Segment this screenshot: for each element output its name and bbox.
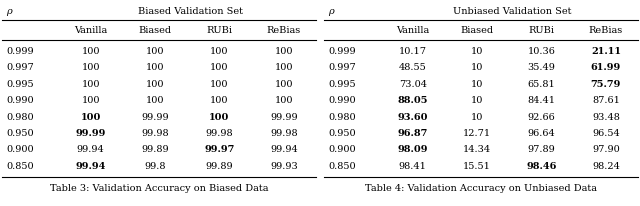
Text: 98.41: 98.41: [399, 162, 427, 171]
Text: 0.950: 0.950: [6, 129, 34, 138]
Text: 100: 100: [275, 63, 293, 72]
Text: Table 4: Validation Accuracy on Unbiased Data: Table 4: Validation Accuracy on Unbiased…: [365, 184, 597, 193]
Text: 100: 100: [146, 96, 164, 105]
Text: 93.48: 93.48: [592, 112, 620, 122]
Text: Biased Validation Set: Biased Validation Set: [138, 7, 243, 15]
Text: 61.99: 61.99: [591, 63, 621, 72]
Text: 0.999: 0.999: [328, 47, 356, 55]
Text: Table 3: Validation Accuracy on Biased Data: Table 3: Validation Accuracy on Biased D…: [50, 184, 268, 193]
Text: 10: 10: [471, 96, 483, 105]
Text: 100: 100: [275, 80, 293, 89]
Text: 0.997: 0.997: [6, 63, 34, 72]
Text: 0.850: 0.850: [328, 162, 356, 171]
Text: ρ: ρ: [328, 7, 333, 15]
Text: 0.995: 0.995: [328, 80, 356, 89]
Text: 21.11: 21.11: [591, 47, 621, 55]
Text: 100: 100: [81, 112, 101, 122]
Text: 0.995: 0.995: [6, 80, 34, 89]
Text: 15.51: 15.51: [463, 162, 491, 171]
Text: 0.999: 0.999: [6, 47, 34, 55]
Text: 12.71: 12.71: [463, 129, 491, 138]
Text: 0.900: 0.900: [6, 145, 34, 154]
Text: 99.8: 99.8: [145, 162, 166, 171]
Text: 0.850: 0.850: [6, 162, 34, 171]
Text: 100: 100: [146, 63, 164, 72]
Text: 100: 100: [81, 63, 100, 72]
Text: 87.61: 87.61: [592, 96, 620, 105]
Text: 0.980: 0.980: [328, 112, 356, 122]
Text: 99.99: 99.99: [76, 129, 106, 138]
Text: 100: 100: [146, 47, 164, 55]
Text: 0.900: 0.900: [328, 145, 356, 154]
Text: 100: 100: [209, 112, 230, 122]
Text: 99.94: 99.94: [76, 162, 106, 171]
Text: 100: 100: [210, 63, 228, 72]
Text: 99.97: 99.97: [204, 145, 235, 154]
Text: 10.17: 10.17: [399, 47, 427, 55]
Text: Vanilla: Vanilla: [396, 26, 429, 34]
Text: 100: 100: [81, 47, 100, 55]
Text: 48.55: 48.55: [399, 63, 427, 72]
Text: 10.36: 10.36: [527, 47, 556, 55]
Text: 98.09: 98.09: [397, 145, 428, 154]
Text: ρ: ρ: [6, 7, 12, 15]
Text: 99.99: 99.99: [141, 112, 169, 122]
Text: 99.98: 99.98: [141, 129, 169, 138]
Text: 84.41: 84.41: [527, 96, 556, 105]
Text: 0.980: 0.980: [6, 112, 34, 122]
Text: 97.90: 97.90: [592, 145, 620, 154]
Text: 10: 10: [471, 63, 483, 72]
Text: 100: 100: [81, 80, 100, 89]
Text: 96.87: 96.87: [397, 129, 428, 138]
Text: 99.98: 99.98: [205, 129, 233, 138]
Text: 100: 100: [81, 96, 100, 105]
Text: 100: 100: [210, 96, 228, 105]
Text: 75.79: 75.79: [591, 80, 621, 89]
Text: 92.66: 92.66: [527, 112, 556, 122]
Text: 98.24: 98.24: [592, 162, 620, 171]
Text: ReBias: ReBias: [267, 26, 301, 34]
Text: 0.950: 0.950: [328, 129, 356, 138]
Text: 65.81: 65.81: [527, 80, 556, 89]
Text: 93.60: 93.60: [397, 112, 428, 122]
Text: 0.997: 0.997: [328, 63, 356, 72]
Text: 99.98: 99.98: [270, 129, 298, 138]
Text: 99.93: 99.93: [270, 162, 298, 171]
Text: 100: 100: [146, 80, 164, 89]
Text: 96.64: 96.64: [527, 129, 556, 138]
Text: 100: 100: [210, 80, 228, 89]
Text: 99.89: 99.89: [205, 162, 233, 171]
Text: 96.54: 96.54: [592, 129, 620, 138]
Text: 100: 100: [275, 96, 293, 105]
Text: ReBias: ReBias: [589, 26, 623, 34]
Text: 99.94: 99.94: [270, 145, 298, 154]
Text: 10: 10: [471, 47, 483, 55]
Text: RUBi: RUBi: [529, 26, 554, 34]
Text: RUBi: RUBi: [207, 26, 232, 34]
Text: 73.04: 73.04: [399, 80, 427, 89]
Text: 100: 100: [210, 47, 228, 55]
Text: 99.89: 99.89: [141, 145, 169, 154]
Text: 0.990: 0.990: [6, 96, 34, 105]
Text: 10: 10: [471, 80, 483, 89]
Text: Biased: Biased: [138, 26, 172, 34]
Text: 14.34: 14.34: [463, 145, 491, 154]
Text: 99.99: 99.99: [270, 112, 298, 122]
Text: Unbiased Validation Set: Unbiased Validation Set: [453, 7, 572, 15]
Text: 0.990: 0.990: [328, 96, 356, 105]
Text: 10: 10: [471, 112, 483, 122]
Text: 98.46: 98.46: [526, 162, 557, 171]
Text: Vanilla: Vanilla: [74, 26, 108, 34]
Text: 99.94: 99.94: [77, 145, 104, 154]
Text: 88.05: 88.05: [397, 96, 428, 105]
Text: Biased: Biased: [461, 26, 493, 34]
Text: 100: 100: [275, 47, 293, 55]
Text: 97.89: 97.89: [527, 145, 556, 154]
Text: 35.49: 35.49: [527, 63, 556, 72]
